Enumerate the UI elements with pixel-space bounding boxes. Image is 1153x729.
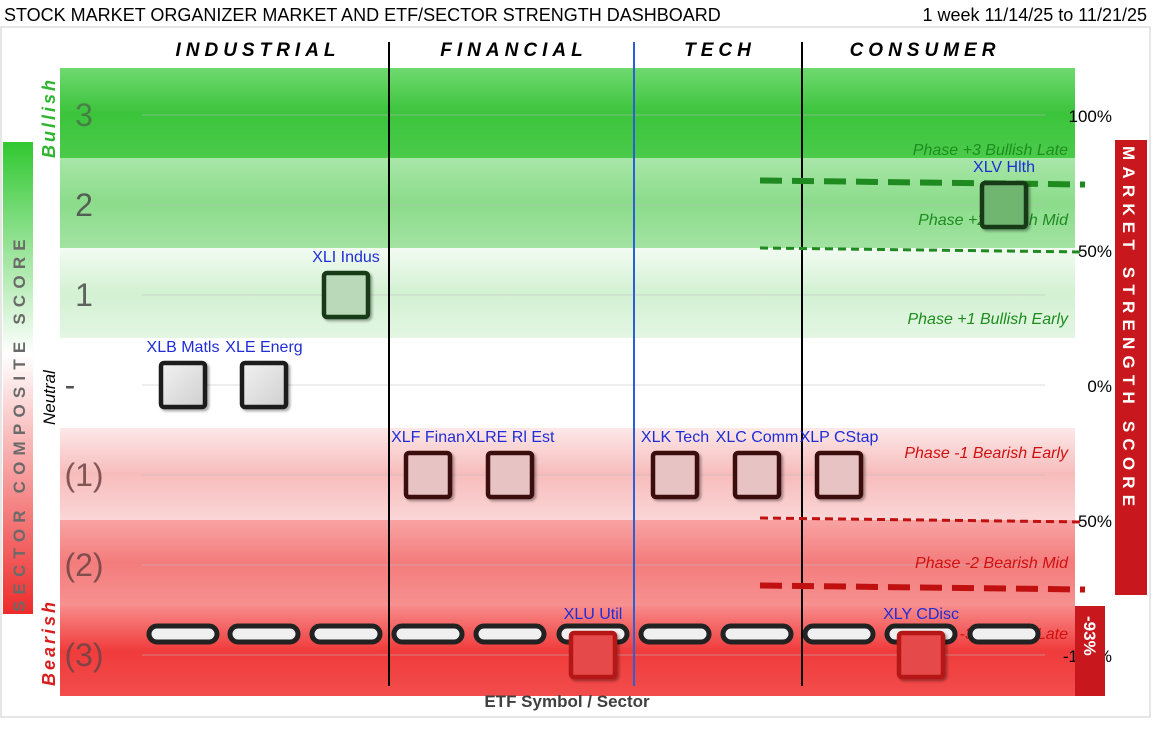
percent-tick-label: -50% bbox=[1072, 512, 1112, 531]
percent-tick-label: 0% bbox=[1087, 377, 1112, 396]
etf-label: XLB Matls bbox=[147, 339, 220, 356]
etf-marker[interactable]: XLP CStap bbox=[800, 429, 879, 500]
etf-label: XLRE Rl Est bbox=[466, 429, 555, 446]
phase-label: Phase -2 Bearish Mid bbox=[915, 555, 1069, 572]
sector-header: INDUSTRIAL bbox=[175, 40, 340, 61]
etf-square[interactable] bbox=[732, 450, 782, 500]
score-level-label: 1 bbox=[75, 277, 93, 313]
etf-marker[interactable]: XLI Indus bbox=[312, 249, 380, 320]
phase-label: Phase +3 Bullish Late bbox=[913, 142, 1068, 159]
etf-square[interactable] bbox=[485, 450, 535, 500]
percent-tick-label: 50% bbox=[1078, 242, 1112, 261]
etf-marker[interactable]: XLU Util bbox=[564, 606, 623, 680]
score-level-label: - bbox=[65, 367, 76, 403]
band-plus-1 bbox=[60, 248, 1075, 338]
etf-square[interactable] bbox=[403, 450, 453, 500]
etf-label: XLU Util bbox=[564, 606, 623, 623]
etf-marker[interactable]: XLV Hlth bbox=[973, 159, 1035, 230]
prior-week-marker bbox=[720, 623, 794, 645]
prior-week-marker bbox=[638, 623, 712, 645]
etf-marker[interactable]: XLF Finan bbox=[391, 429, 465, 500]
prior-week-marker bbox=[967, 623, 1041, 645]
etf-square[interactable] bbox=[896, 630, 946, 680]
plot-frame bbox=[0, 26, 1151, 718]
sector-header: FINANCIAL bbox=[440, 40, 587, 61]
score-bands bbox=[60, 68, 1075, 696]
bearish-upper-line bbox=[759, 516, 1086, 524]
left-axis-title: SECTOR COMPOSITE SCORE bbox=[10, 233, 29, 612]
etf-label: XLI Indus bbox=[312, 249, 380, 266]
etf-label: XLK Tech bbox=[641, 429, 709, 446]
bullish-lower-line bbox=[759, 246, 1086, 254]
score-level-label: 3 bbox=[75, 97, 93, 133]
prior-week-marker bbox=[309, 623, 383, 645]
score-level-label: (2) bbox=[64, 547, 103, 583]
sector-header: CONSUMER bbox=[850, 40, 1001, 61]
prior-week-marker bbox=[802, 623, 876, 645]
band-minus-2 bbox=[60, 520, 1075, 606]
etf-square[interactable] bbox=[814, 450, 864, 500]
etf-square[interactable] bbox=[158, 360, 208, 410]
market-score-box bbox=[1075, 606, 1105, 696]
score-level-label: (1) bbox=[64, 457, 103, 493]
page-title: STOCK MARKET ORGANIZER MARKET AND ETF/SE… bbox=[4, 5, 721, 25]
right-axis-title: MARKET STRENGTH SCORE bbox=[1119, 146, 1138, 512]
percent-tick-label: 100% bbox=[1069, 107, 1112, 126]
etf-label: XLF Finan bbox=[391, 429, 465, 446]
band-plus-3 bbox=[60, 68, 1075, 158]
left-score-bar bbox=[3, 142, 33, 614]
etf-square[interactable] bbox=[979, 180, 1029, 230]
prior-week-marker bbox=[146, 623, 220, 645]
x-axis-label: ETF Symbol / Sector bbox=[484, 692, 650, 711]
etf-marker[interactable]: XLB Matls bbox=[147, 339, 220, 410]
score-level-label: 2 bbox=[75, 187, 93, 223]
bullish-label: Bullish bbox=[39, 77, 59, 158]
band-neutral bbox=[60, 338, 1075, 428]
prior-week-marker bbox=[391, 623, 465, 645]
etf-square[interactable] bbox=[568, 630, 618, 680]
phase-label: Phase -1 Bearish Early bbox=[904, 445, 1069, 462]
phase-label: Phase +1 Bullish Early bbox=[907, 311, 1069, 328]
prior-week-marker bbox=[227, 623, 301, 645]
market-score-value: -93% bbox=[1080, 616, 1099, 656]
etf-square[interactable] bbox=[321, 270, 371, 320]
score-level-label: (3) bbox=[64, 637, 103, 673]
etf-label: XLY CDisc bbox=[883, 606, 959, 623]
sector-header: TECH bbox=[684, 40, 756, 61]
band-minus-1 bbox=[60, 428, 1075, 520]
band-plus-2 bbox=[60, 158, 1075, 248]
etf-label: XLV Hlth bbox=[973, 159, 1035, 176]
etf-label: XLC Comm bbox=[716, 429, 799, 446]
etf-marker[interactable]: XLE Energ bbox=[225, 339, 303, 410]
etf-square[interactable] bbox=[239, 360, 289, 410]
neutral-label: Neutral bbox=[40, 369, 59, 425]
bullish-upper-line bbox=[759, 177, 1086, 188]
date-range: 1 week 11/14/25 to 11/21/25 bbox=[922, 5, 1147, 25]
etf-square[interactable] bbox=[650, 450, 700, 500]
bearish-label: Bearish bbox=[39, 599, 59, 686]
etf-label: XLP CStap bbox=[800, 429, 879, 446]
etf-marker[interactable]: XLK Tech bbox=[641, 429, 709, 500]
right-score-bar bbox=[1115, 140, 1147, 595]
etf-marker[interactable]: XLRE Rl Est bbox=[466, 429, 555, 500]
etf-label: XLE Energ bbox=[225, 339, 302, 356]
etf-marker[interactable]: XLY CDisc bbox=[883, 606, 959, 680]
bearish-lower-line bbox=[759, 582, 1086, 593]
prior-week-marker bbox=[473, 623, 547, 645]
etf-marker[interactable]: XLC Comm bbox=[716, 429, 799, 500]
